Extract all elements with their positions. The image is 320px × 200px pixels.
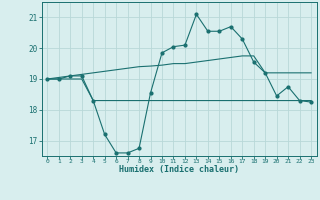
X-axis label: Humidex (Indice chaleur): Humidex (Indice chaleur) — [119, 165, 239, 174]
